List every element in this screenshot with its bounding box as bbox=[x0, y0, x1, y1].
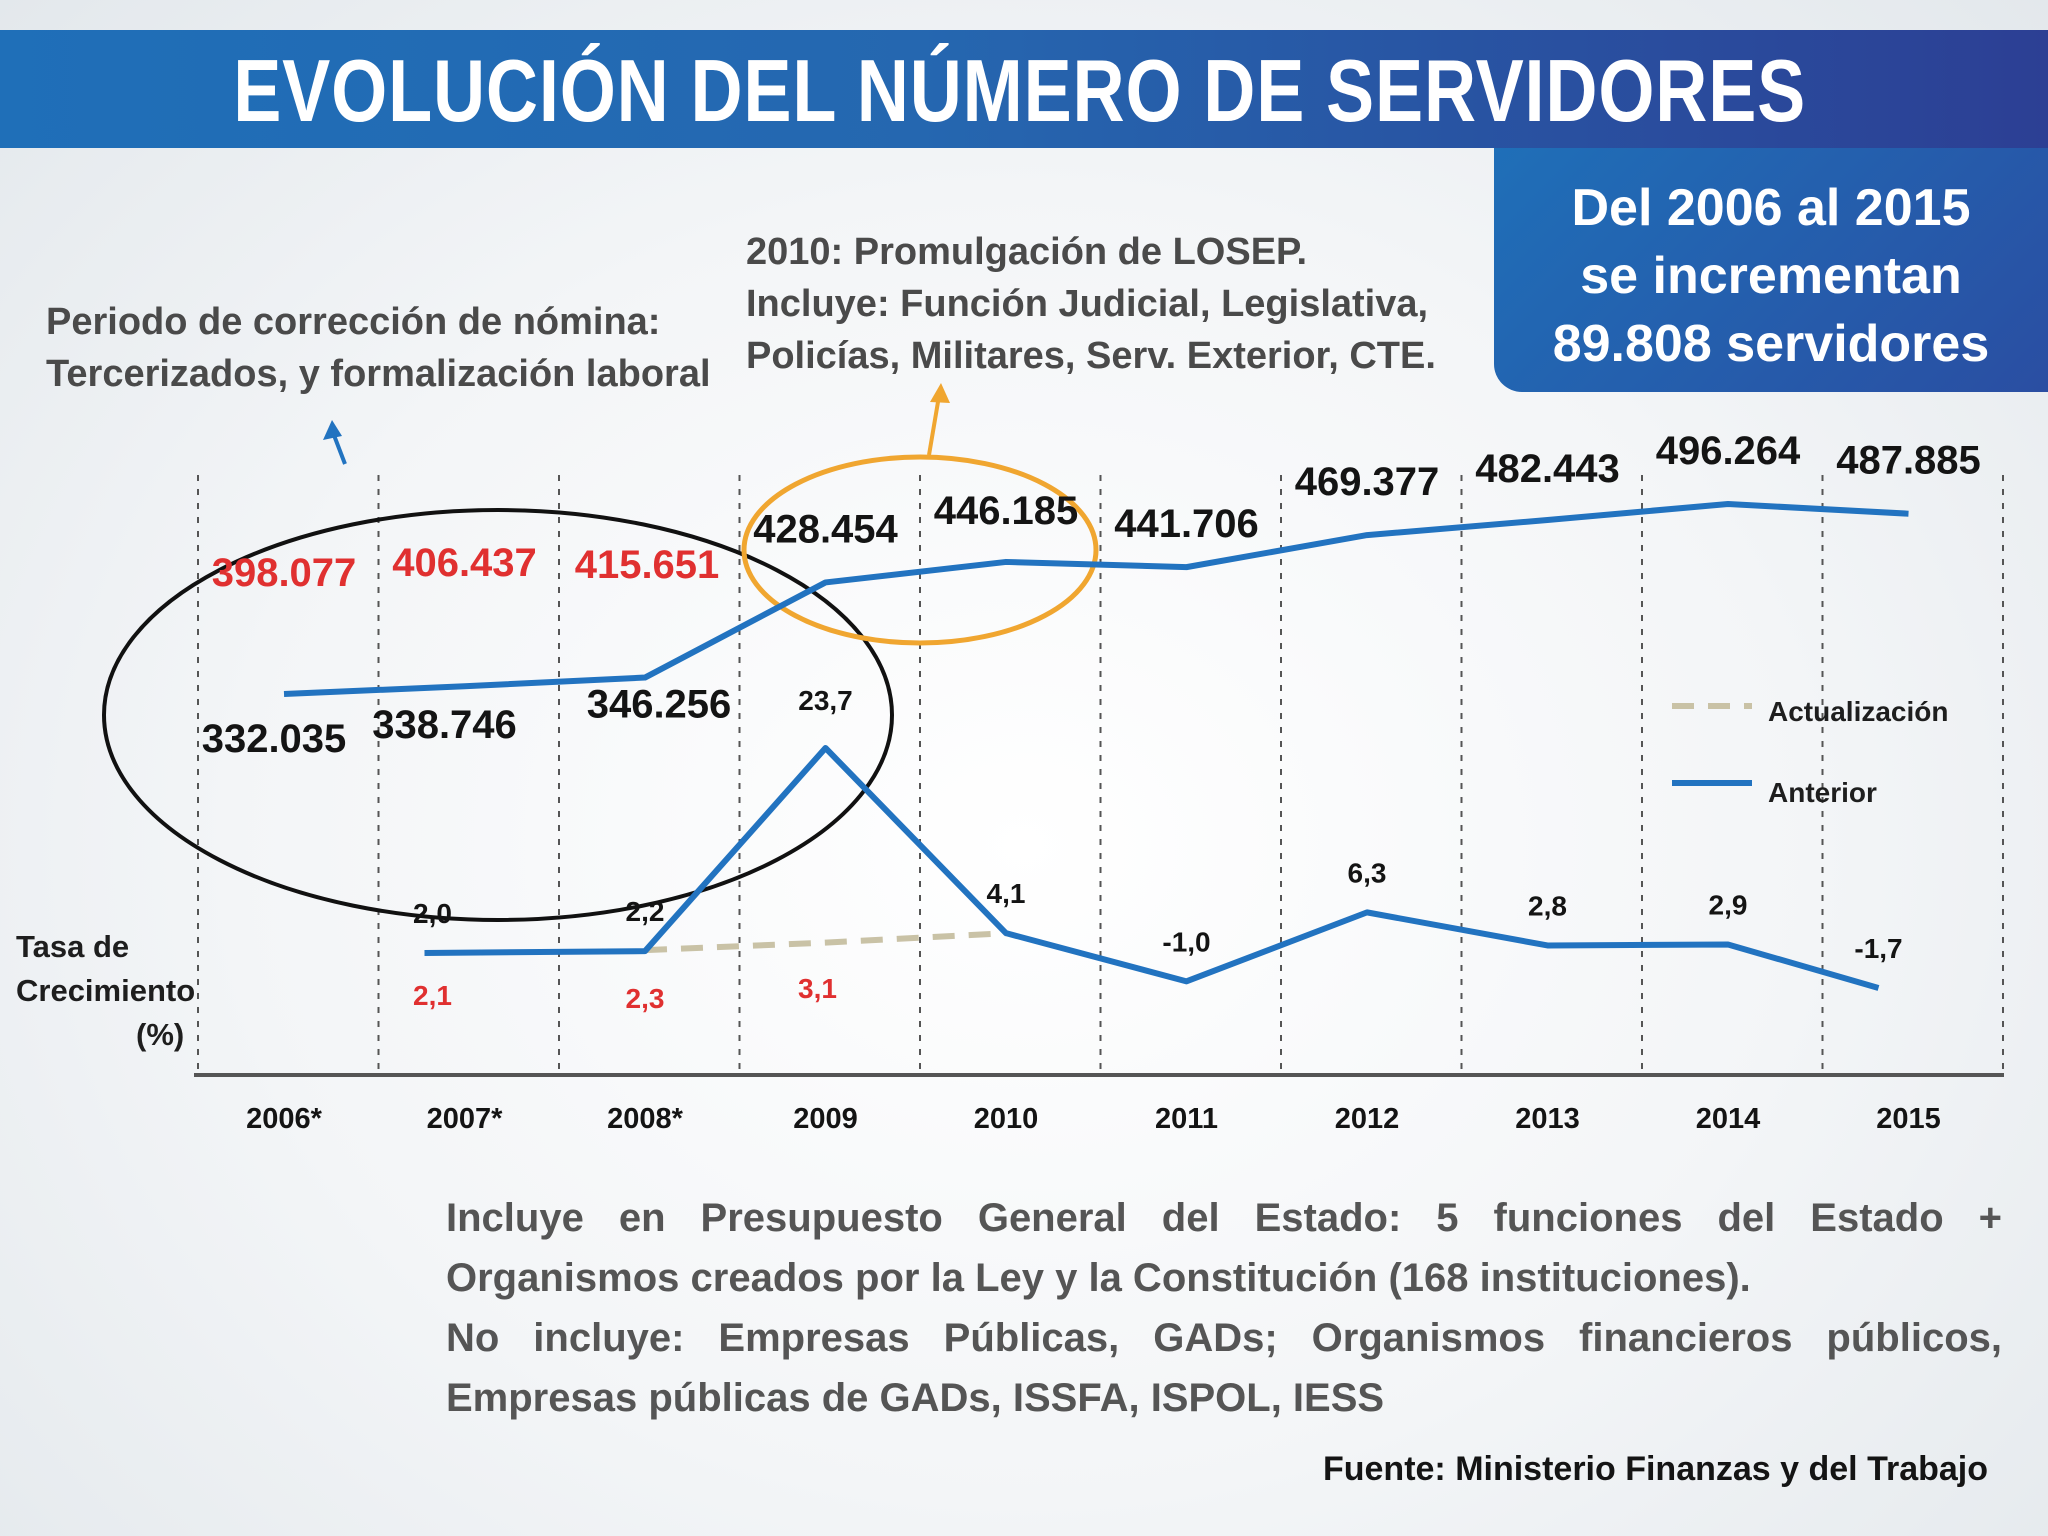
x-tick-label: 2010 bbox=[974, 1103, 1039, 1135]
footnote-line-2: No incluye: Empresas Públicas, GADs; Org… bbox=[446, 1316, 2002, 1420]
x-tick-label: 2006* bbox=[246, 1103, 323, 1135]
rate-data-label: 2,9 bbox=[1709, 889, 1748, 920]
rate-axis-label-line-1: Tasa de Crecimiento bbox=[16, 929, 196, 1008]
rate-data-label: 2,0 bbox=[413, 898, 452, 929]
servers-data-label: 332.035 bbox=[202, 717, 347, 761]
losep-annotation-line-1: 2010: Promulgación de LOSEP. bbox=[746, 231, 1308, 273]
rate-axis-label-line-2: (%) bbox=[136, 1017, 185, 1052]
servers-data-label: 469.377 bbox=[1295, 460, 1440, 504]
rate-data-label: 6,3 bbox=[1348, 857, 1387, 888]
rate-update-data-label: 2,3 bbox=[626, 983, 665, 1014]
x-ticks: 2006* 2007* 2008* 2009 2010 2011 2012 2013 2014 2… bbox=[246, 1103, 1941, 1135]
servers-data-label: 428.454 bbox=[753, 507, 898, 551]
rate-data-label: 2,8 bbox=[1528, 890, 1567, 921]
legend: Actualización Anterior bbox=[1672, 696, 1948, 808]
rate-update-data-label: 3,1 bbox=[798, 973, 837, 1004]
summary-line-3: 89.808 servidores bbox=[1552, 315, 1990, 373]
x-tick-label: 2013 bbox=[1515, 1103, 1580, 1135]
x-tick-label: 2015 bbox=[1876, 1103, 1941, 1135]
servers-data-label: 482.443 bbox=[1475, 447, 1620, 491]
footnote-line-1: Incluye en Presupuesto General del Estad… bbox=[446, 1196, 2002, 1300]
rate-line bbox=[424, 745, 1880, 991]
rate-data-label: 4,1 bbox=[987, 878, 1026, 909]
x-tick-label: 2011 bbox=[1155, 1103, 1218, 1135]
losep-arrow-line bbox=[927, 395, 941, 456]
x-tick-label: 2009 bbox=[793, 1103, 858, 1135]
correction-annotation-line-1: Periodo de corrección de nómina: bbox=[46, 301, 661, 343]
correction-ellipse bbox=[102, 508, 894, 922]
correction-annotation: Periodo de corrección de nómina: Terceri… bbox=[46, 296, 711, 400]
losep-arrow-head bbox=[930, 383, 950, 403]
rate-update-line bbox=[644, 930, 1007, 954]
rate-update-data-label: 2,1 bbox=[413, 980, 452, 1011]
losep-annotation: 2010: Promulgación de LOSEP. Incluye: Fu… bbox=[746, 226, 1436, 382]
updated-data-label: 415.651 bbox=[575, 543, 720, 587]
rate-data-label: -1,0 bbox=[1162, 926, 1210, 957]
servers-line bbox=[283, 501, 1909, 697]
page-title: EVOLUCIÓN DEL NÚMERO DE SERVIDORES bbox=[233, 41, 1807, 140]
correction-annotation-line-2: Tercerizados, y formalización laboral bbox=[46, 353, 711, 395]
losep-annotation-line-2: Incluye: Función Judicial, Legislativa, bbox=[746, 283, 1429, 325]
rate-axis-label: Tasa de Crecimiento (%) bbox=[16, 925, 296, 1057]
servers-data-label: 441.706 bbox=[1114, 502, 1259, 546]
legend-anterior-label: Anterior bbox=[1768, 777, 1877, 808]
x-tick-label: 2012 bbox=[1335, 1103, 1400, 1135]
losep-annotation-line-3: Policías, Militares, Serv. Exterior, CTE… bbox=[746, 335, 1436, 377]
summary-line-1: Del 2006 al 2015 bbox=[1571, 179, 1971, 237]
rate-data-label: 2,2 bbox=[626, 896, 665, 927]
x-tick-label: 2007* bbox=[427, 1103, 504, 1135]
footnote: Incluye en Presupuesto General del Estad… bbox=[446, 1188, 2002, 1428]
updated-labels: 398.077 406.437 415.651 bbox=[212, 541, 720, 595]
servers-data-label: 496.264 bbox=[1656, 429, 1801, 473]
gridlines bbox=[197, 475, 2004, 1075]
updated-data-label: 406.437 bbox=[392, 541, 537, 585]
servers-data-label: 338.746 bbox=[372, 703, 517, 747]
servers-data-label: 487.885 bbox=[1836, 439, 1981, 483]
updated-data-label: 398.077 bbox=[212, 551, 357, 595]
summary-line-2: se incrementan bbox=[1580, 247, 1962, 305]
rate-labels: 2,0 2,2 23,7 4,1 -1,0 6,3 2,8 2,9 -1,7 bbox=[413, 685, 1903, 964]
rate-data-label: -1,7 bbox=[1854, 933, 1902, 964]
rate-data-label: 23,7 bbox=[798, 685, 853, 716]
servers-data-label: 346.256 bbox=[587, 683, 732, 727]
legend-update-label: Actualización bbox=[1768, 696, 1948, 727]
x-tick-label: 2008* bbox=[607, 1103, 684, 1135]
servers-data-label: 446.185 bbox=[934, 489, 1079, 533]
title-band bbox=[0, 30, 2048, 148]
x-tick-label: 2014 bbox=[1696, 1103, 1761, 1135]
losep-ellipse bbox=[741, 454, 1099, 646]
summary-box: Del 2006 al 2015 se incrementan 89.808 s… bbox=[1494, 148, 2048, 392]
source: Fuente: Ministerio Finanzas y del Trabaj… bbox=[1322, 1450, 1988, 1488]
correction-arrow-head bbox=[323, 420, 342, 440]
rate-update-labels: 2,1 2,3 3,1 bbox=[413, 973, 837, 1014]
servers-labels: 332.035 338.746 346.256 428.454 446.185 441.7… bbox=[202, 429, 1981, 761]
